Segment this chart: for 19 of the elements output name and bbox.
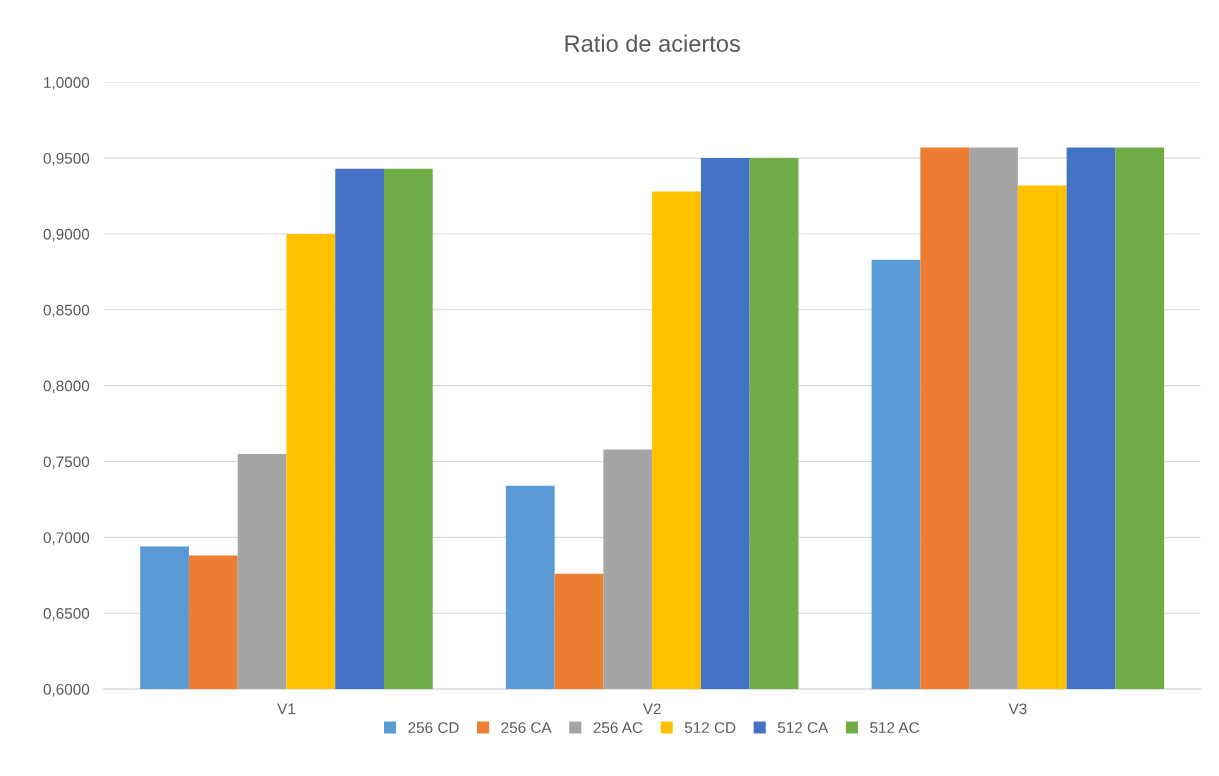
y-tick-label: 0,7000 xyxy=(43,532,90,545)
y-tick-label: 0,8000 xyxy=(43,380,90,394)
legend-label: 256 CD xyxy=(408,722,459,733)
y-tick-label: 0,9000 xyxy=(43,228,90,242)
y-tick-label: 0,6500 xyxy=(43,608,90,621)
legend-label: 512 CA xyxy=(777,722,829,733)
y-tick-label: 0,6000 xyxy=(43,683,90,697)
legend-label: 256 AC xyxy=(593,722,643,733)
y-tick-label: 0,9500 xyxy=(43,152,90,166)
y-tick-label: 0,8500 xyxy=(43,304,90,318)
y-tick-label: 1,0000 xyxy=(44,77,90,90)
legend-label: 256 CA xyxy=(501,722,552,733)
chart-title: Ratio de aciertos xyxy=(565,34,740,52)
legend-label: 512 AC xyxy=(870,722,920,733)
x-tick-label: V1 xyxy=(277,703,296,715)
x-tick-label: V3 xyxy=(1008,703,1027,715)
legend-label: 512 CD xyxy=(684,722,736,733)
x-tick-label: V2 xyxy=(642,703,661,715)
y-tick-label: 0,7500 xyxy=(43,456,90,470)
